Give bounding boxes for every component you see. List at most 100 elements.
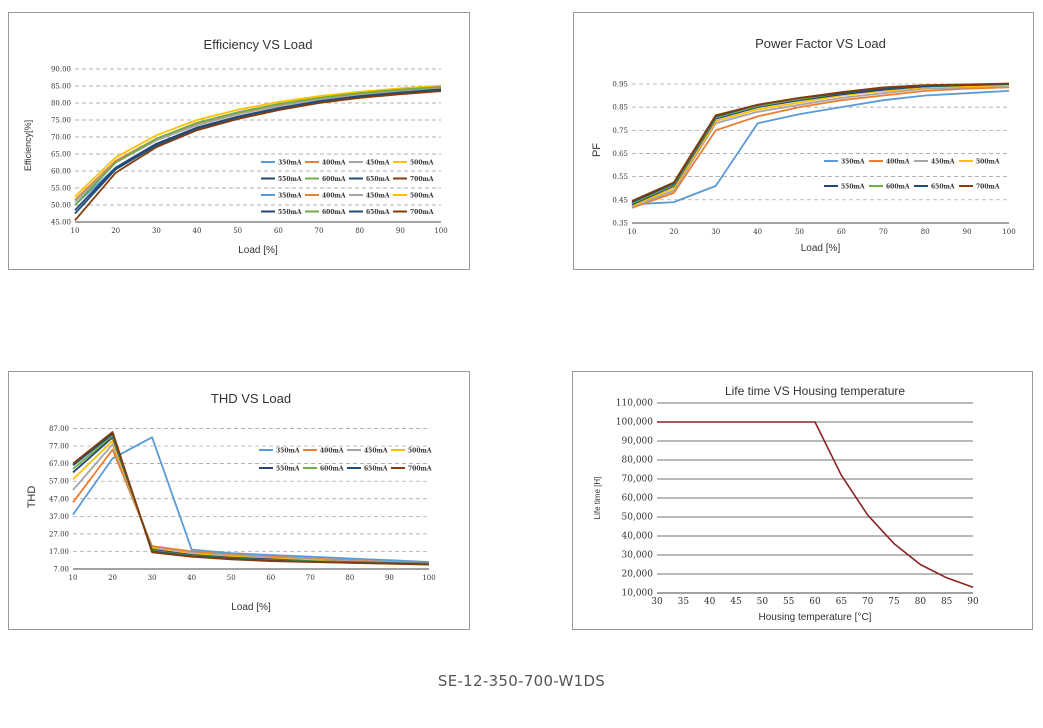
thd-chart: THD VS Load 7.00 17.00 27.00 37.00 47.00 57.00… — [26, 391, 436, 613]
legend-label: 400mA — [322, 160, 346, 167]
series-line-lifetime — [657, 421, 974, 589]
x-axis-label: Housing temperature [°C] — [759, 612, 872, 623]
y-tick-label: 90,000 — [622, 437, 654, 447]
y-axis-label: Efficiency[%] — [23, 120, 33, 171]
y-tick-label: 0.65 — [612, 150, 628, 158]
legend-label: 550mA — [841, 184, 865, 191]
series-line-350mA — [72, 436, 430, 563]
x-tick-label: 10 — [628, 228, 637, 236]
x-tick-label: 50 — [757, 597, 769, 607]
series-line-400mA — [631, 86, 1010, 209]
y-tick-label: 50,000 — [622, 513, 654, 523]
legend-label: 400mA — [322, 193, 346, 200]
y-tick-label: 60,000 — [622, 494, 654, 504]
y-tick-label: 80,000 — [622, 456, 654, 466]
y-tick-label: 70.00 — [51, 134, 71, 142]
legend-label: 450mA — [366, 193, 390, 200]
x-tick-label: 65 — [836, 597, 848, 607]
y-tick-label: 50.00 — [51, 202, 71, 210]
legend-label: 350mA — [278, 160, 302, 167]
x-tick-label: 90 — [396, 227, 405, 235]
y-tick-label: 0.75 — [612, 127, 628, 135]
y-tick-label: 110,000 — [616, 399, 653, 409]
y-tick-label: 57.00 — [49, 478, 69, 486]
x-tick-label: 35 — [678, 597, 690, 607]
series-line-450mA — [72, 443, 430, 564]
series-line-600mA — [72, 434, 430, 565]
x-tick-label: 100 — [434, 227, 447, 235]
series-line-500mA — [72, 439, 430, 565]
x-axis-label: Load [%] — [238, 245, 278, 256]
x-tick-label: 80 — [921, 228, 930, 236]
x-tick-label: 80 — [355, 227, 364, 235]
legend-label: 700mA — [976, 184, 1000, 191]
x-tick-label: 85 — [941, 597, 953, 607]
legend-label: 500mA — [408, 448, 432, 455]
x-tick-label: 40 — [753, 228, 762, 236]
x-tick-label: 70 — [306, 574, 315, 582]
x-tick-label: 30 — [152, 227, 161, 235]
legend-label: 350mA — [278, 193, 302, 200]
y-tick-label: 77.00 — [49, 443, 69, 451]
y-tick-label: 0.85 — [612, 104, 628, 112]
x-tick-label: 55 — [783, 597, 795, 607]
legend-label: 400mA — [886, 159, 910, 166]
x-tick-label: 70 — [862, 597, 874, 607]
y-tick-label: 7.00 — [53, 566, 69, 574]
series-line-600mA — [74, 86, 442, 206]
y-tick-label: 47.00 — [49, 495, 69, 503]
legend-label: 500mA — [410, 160, 434, 167]
x-tick-label: 75 — [888, 597, 900, 607]
legend-label: 700mA — [410, 209, 434, 216]
x-tick-label: 20 — [111, 227, 120, 235]
y-axis-label: THD — [26, 486, 38, 509]
x-axis-label: Load [%] — [231, 602, 271, 613]
x-tick-label: 30 — [148, 574, 157, 582]
x-tick-label: 45 — [730, 597, 742, 607]
y-tick-label: 85.00 — [51, 83, 71, 91]
x-tick-label: 50 — [233, 227, 242, 235]
efficiency-chart: Efficiency VS Load 45.00 50.00 55.00 60.00 65… — [23, 37, 448, 256]
chart-title: Power Factor VS Load — [755, 36, 886, 51]
x-tick-label: 90 — [963, 228, 972, 236]
series-line-650mA — [74, 89, 442, 215]
chart-title: THD VS Load — [211, 391, 291, 406]
legend-label: 650mA — [366, 176, 390, 183]
legend-label: 650mA — [931, 184, 955, 191]
x-tick-label: 70 — [315, 227, 324, 235]
x-tick-label: 100 — [422, 574, 435, 582]
series-line-450mA — [631, 85, 1010, 208]
x-tick-label: 50 — [795, 228, 804, 236]
y-tick-label: 17.00 — [49, 548, 69, 556]
x-tick-label: 10 — [71, 227, 80, 235]
legend-label: 600mA — [320, 466, 344, 473]
y-tick-label: 60.00 — [51, 168, 71, 176]
y-tick-label: 0.95 — [612, 80, 628, 88]
x-tick-label: 30 — [711, 228, 720, 236]
lifetime-chart: Life time VS Housing temperature 10,000 20… — [593, 384, 979, 623]
y-tick-label: 100,000 — [616, 418, 653, 428]
y-tick-label: 0.35 — [612, 220, 628, 228]
y-tick-label: 45.00 — [51, 219, 71, 227]
legend-label: 650mA — [366, 209, 390, 216]
x-tick-label: 60 — [809, 597, 821, 607]
legend-label: 600mA — [322, 176, 346, 183]
y-tick-label: 20,000 — [622, 570, 654, 580]
y-tick-label: 90.00 — [51, 66, 71, 74]
legend-label: 550mA — [278, 176, 302, 183]
legend-label: 550mA — [278, 209, 302, 216]
legend-label: 500mA — [976, 159, 1000, 166]
y-tick-label: 80.00 — [51, 100, 71, 108]
x-tick-label: 60 — [837, 228, 846, 236]
x-tick-label: 10 — [69, 574, 78, 582]
y-axis-label: PF — [591, 143, 603, 157]
model-number: SE-12-350-700-W1DS — [437, 672, 606, 690]
legend-label: 400mA — [320, 448, 344, 455]
y-tick-label: 0.55 — [612, 173, 628, 181]
x-tick-label: 60 — [266, 574, 275, 582]
series-line-700mA — [74, 90, 442, 221]
legend-label: 700mA — [408, 466, 432, 473]
x-tick-label: 20 — [108, 574, 117, 582]
power-factor-chart: Power Factor VS Load 0.35 0.45 0.55 0.65 0.75… — [591, 36, 1016, 254]
series-line-500mA — [631, 84, 1010, 207]
